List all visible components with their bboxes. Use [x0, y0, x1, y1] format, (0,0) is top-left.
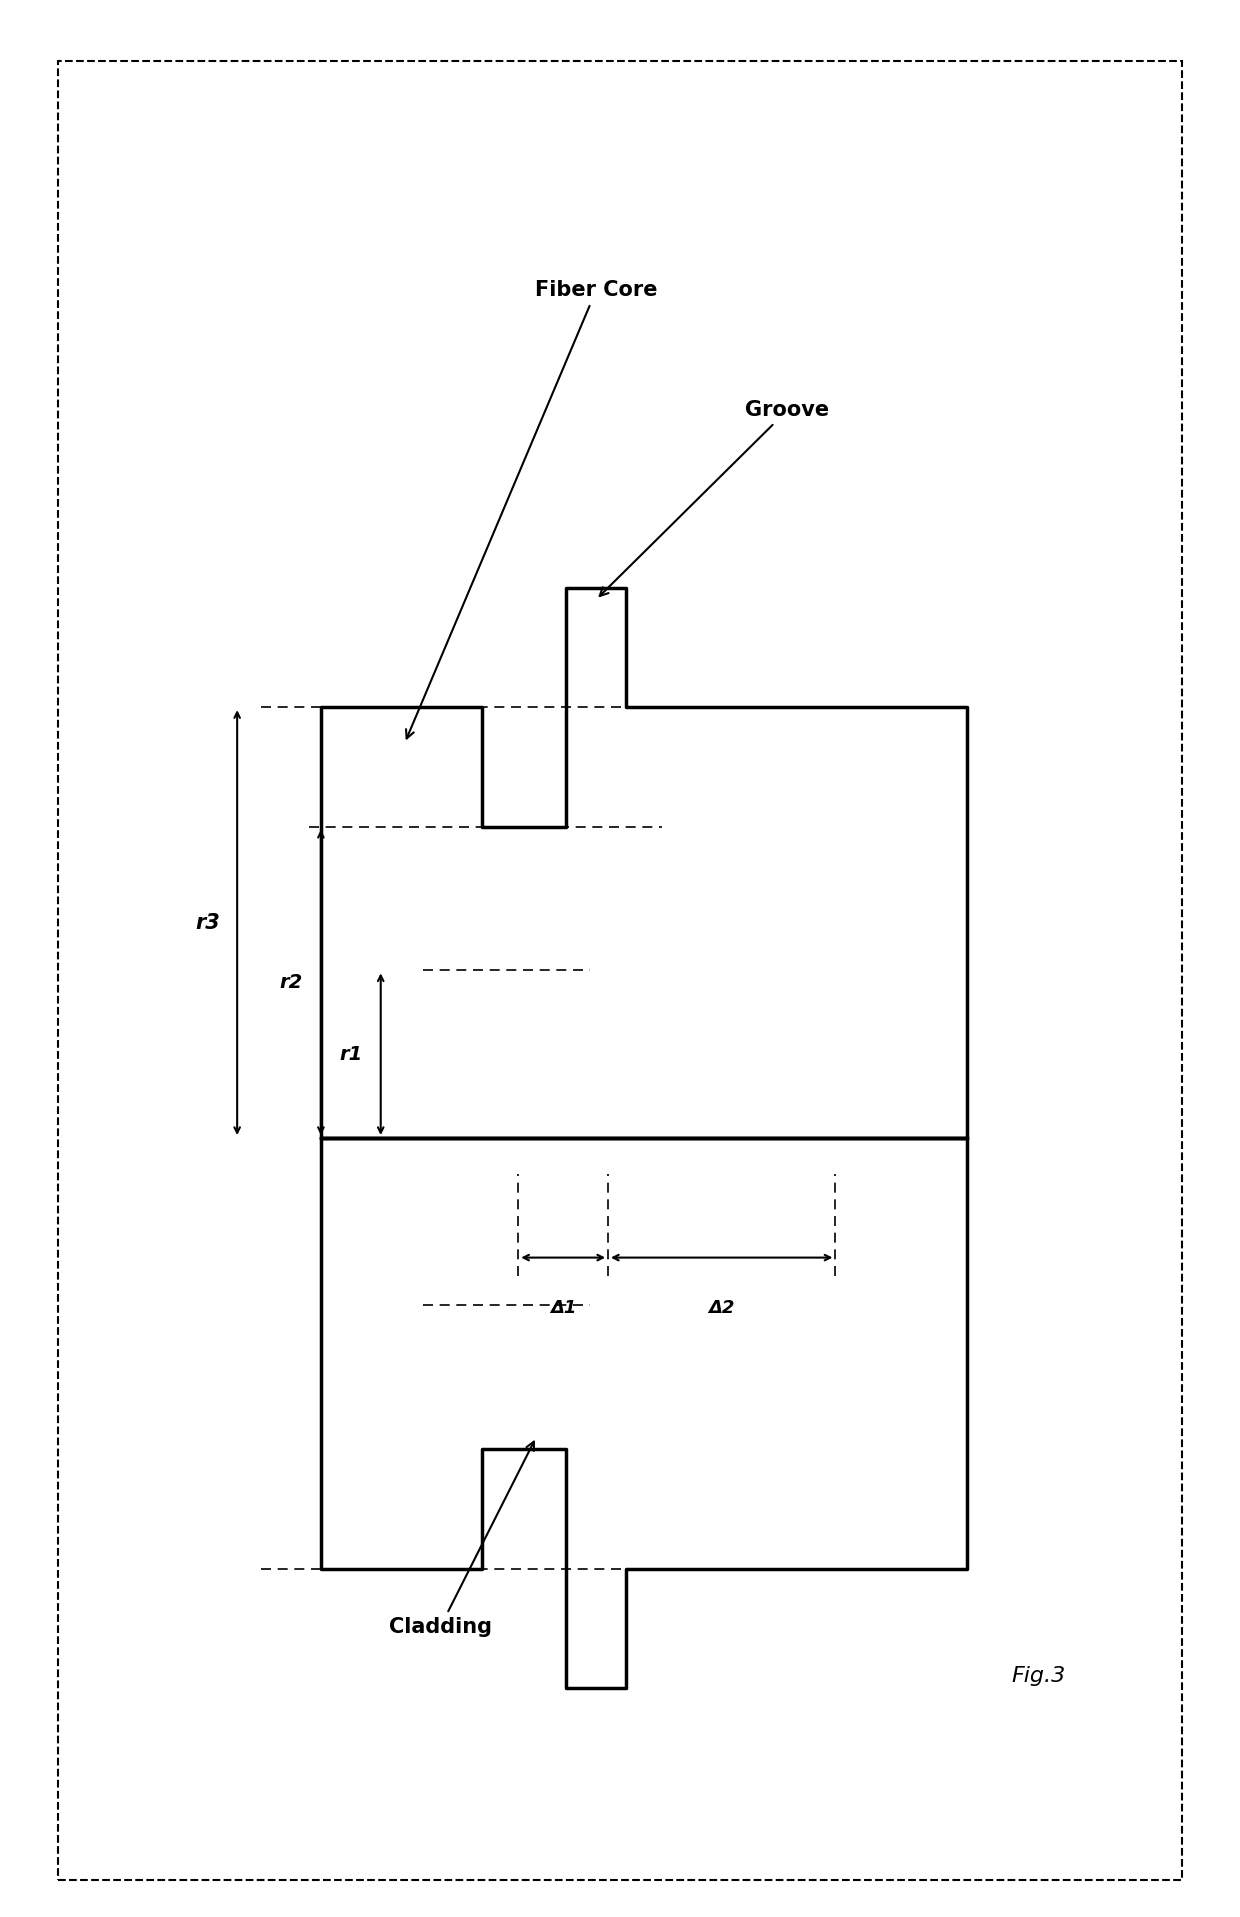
Text: Fiber Core: Fiber Core — [405, 280, 657, 738]
Text: r2: r2 — [279, 974, 303, 991]
Text: Δ2: Δ2 — [708, 1300, 735, 1317]
Text: Fig.3: Fig.3 — [1012, 1666, 1066, 1687]
Text: Δ1: Δ1 — [551, 1300, 577, 1317]
Text: r3: r3 — [195, 912, 219, 932]
Text: Groove: Groove — [600, 401, 830, 596]
Text: r1: r1 — [340, 1045, 362, 1064]
Text: Cladding: Cladding — [389, 1442, 534, 1637]
